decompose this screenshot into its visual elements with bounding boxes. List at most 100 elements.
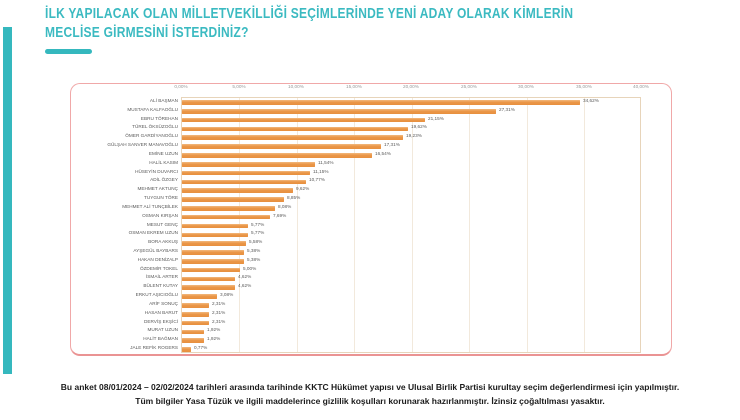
category-label: MUSTAFA KALFAOĞLU <box>127 107 178 113</box>
category-label: MEHMET ALİ TUNÇBİLEK <box>122 204 178 210</box>
category-label: MEHMET AKTUNÇ <box>137 186 178 192</box>
bar <box>182 126 408 132</box>
value-label: 34,62% <box>583 98 600 104</box>
category-label: ÖZDEMİR TOKEL <box>139 266 178 272</box>
bar <box>182 117 426 123</box>
gridline <box>469 98 470 352</box>
bar <box>182 338 205 344</box>
bar <box>182 294 218 299</box>
value-label: 1,92% <box>207 337 221 342</box>
category-label: EMİNE UZUN <box>148 151 178 157</box>
value-label: 5,77% <box>251 222 265 227</box>
value-label: 5,77% <box>251 231 265 236</box>
bar <box>182 188 293 193</box>
value-label: 7,69% <box>273 213 287 219</box>
x-axis-tick-label: 15,00% <box>345 85 362 90</box>
category-label: OSMAN EKREM UZUN <box>128 231 178 236</box>
bar <box>182 267 240 273</box>
bar <box>182 197 284 202</box>
category-label: EBRU TÖREHAN <box>140 116 178 122</box>
value-label: 5,38% <box>246 248 261 254</box>
x-axis-tick-label: 20,00% <box>403 85 419 90</box>
gridline <box>296 98 298 352</box>
category-label: ARİF SONUÇ <box>149 301 178 307</box>
gridline <box>354 98 355 352</box>
category-label: ADİL ÖZGEY <box>150 178 178 183</box>
chart-card: 0,00% 5,00% 10,00% 15,00% 20,00% 25,00% 30,00%… <box>70 83 672 356</box>
bar <box>182 320 209 326</box>
bar <box>182 250 244 255</box>
value-label: 16,54% <box>375 151 392 157</box>
value-label: 5,58% <box>249 239 263 245</box>
accent-bar <box>3 27 12 374</box>
x-axis-tick-label: 40,00% <box>633 85 649 90</box>
value-label: 19,23% <box>406 133 423 139</box>
value-label: 11,15% <box>313 169 329 174</box>
category-label: HAKAN DENİZALP <box>137 257 178 263</box>
category-label: TÜREL ÖKSÜZOĞLU <box>132 125 178 130</box>
value-label: 9,62% <box>295 186 309 192</box>
bar <box>182 100 581 105</box>
x-axis-tick-label: 5,00% <box>231 85 246 90</box>
x-axis-tick-label: 30,00% <box>518 85 534 90</box>
category-label: GÜLŞAH SANVER MANAVOĞLU <box>107 142 178 148</box>
category-label: ÖMER GARDİYANOĞLU <box>125 133 178 139</box>
x-axis-tick-label: 10,00% <box>288 85 304 90</box>
bar <box>182 347 191 352</box>
gridline <box>584 98 585 352</box>
value-label: 8,85% <box>286 195 301 201</box>
bar <box>182 311 209 317</box>
footer-line2: Tüm bilgiler Yasa Tüzük ve ilgili maddel… <box>135 395 605 406</box>
value-label: 1,92% <box>207 328 221 333</box>
category-label: HASAN BARUT <box>144 310 178 316</box>
value-label: 2,31% <box>211 319 225 325</box>
value-label: 8,08% <box>277 204 292 210</box>
gridline <box>411 98 413 352</box>
value-label: 10,77% <box>308 178 325 183</box>
value-label: 5,00% <box>242 266 256 272</box>
page-title: İLK YAPILACAK OLAN MİLLETVEKİLLİĞİ SEÇİM… <box>45 5 621 42</box>
value-label: 11,54% <box>317 160 334 166</box>
x-axis-tick-label: 35,00% <box>575 85 592 90</box>
bar <box>182 214 271 220</box>
category-label: DERVİŞ EKŞİCİ <box>144 319 178 325</box>
footer-line1: Bu anket 08/01/2024 – 02/02/2024 tarihle… <box>60 382 680 392</box>
category-label: ERKUT AŞICIOĞLU <box>135 292 178 298</box>
bar <box>182 241 247 246</box>
bar <box>182 108 497 114</box>
category-label: İSMAİL ARTER <box>146 275 178 280</box>
value-label: 21,15% <box>428 116 445 122</box>
bar <box>182 153 373 158</box>
chart-plot-area <box>181 97 641 353</box>
category-label: JALE REFİK ROGERS <box>130 345 178 351</box>
value-label: 27,31% <box>499 107 515 113</box>
bar <box>182 329 205 335</box>
bar <box>182 179 306 185</box>
bar <box>182 232 249 238</box>
title-underline <box>45 49 92 54</box>
page-title-line1: İLK YAPILACAK OLAN MİLLETVEKİLLİĞİ SEÇİM… <box>45 5 574 22</box>
category-label: MURAT UZUN <box>147 328 178 333</box>
category-label: OSMAN KIRŞAN <box>142 213 178 219</box>
category-label: ALİ BAŞMAN <box>149 98 178 104</box>
value-label: 2,31% <box>211 301 225 307</box>
value-label: 5,38% <box>246 257 261 263</box>
value-label: 2,31% <box>211 310 225 316</box>
category-label: BÜLENT KUTAY <box>143 284 178 289</box>
bar <box>182 303 209 308</box>
bar <box>182 259 244 264</box>
x-axis-tick-label: 25,00% <box>460 85 477 90</box>
gridline <box>526 98 528 352</box>
category-label: MESUT GENÇ <box>146 222 178 227</box>
value-label: 4,62% <box>238 275 252 280</box>
bar <box>182 223 249 229</box>
category-label: HÜSEYİN DUVARCI <box>135 169 178 174</box>
value-label: 0,77% <box>193 345 208 351</box>
value-label: 3,08% <box>220 292 234 298</box>
bar <box>182 161 315 167</box>
bar <box>182 276 236 282</box>
category-label: BORA AKKUŞ <box>148 239 178 245</box>
bar <box>182 170 311 176</box>
value-label: 17,31% <box>384 142 400 148</box>
bar <box>182 135 404 141</box>
